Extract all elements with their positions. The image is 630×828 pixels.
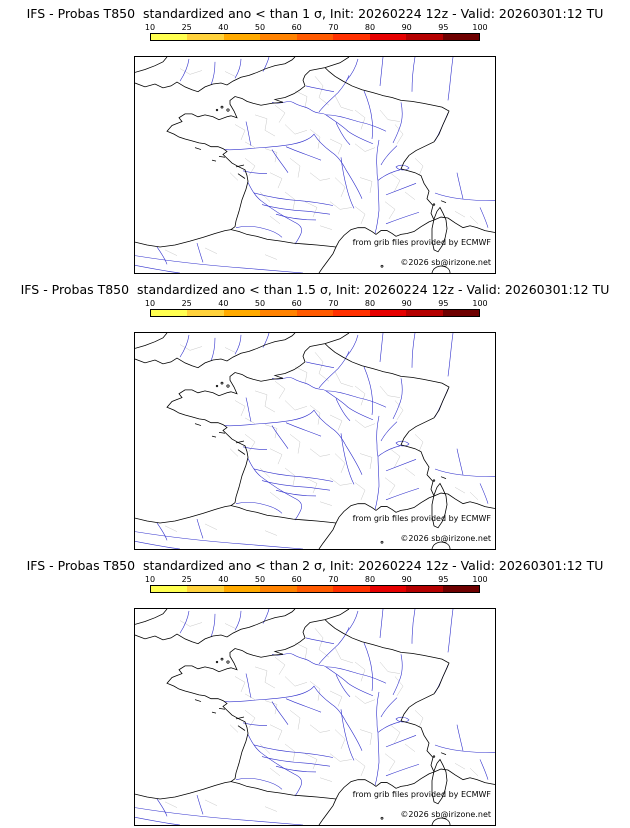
colorbar-tick-label: 90 bbox=[401, 575, 412, 584]
colorbar-segment bbox=[296, 310, 334, 316]
colorbar-segment bbox=[260, 34, 297, 40]
colorbar-tick-label: 60 bbox=[291, 299, 302, 308]
panel-title: IFS - Probas T850 standardized ano < tha… bbox=[26, 558, 604, 573]
colorbar-segment bbox=[223, 310, 261, 316]
colorbar-segment bbox=[406, 310, 443, 316]
colorbar-segment bbox=[223, 586, 261, 592]
colorbar-tick-label: 100 bbox=[472, 23, 488, 32]
colorbar-segment bbox=[151, 586, 188, 592]
colorbar-segment bbox=[406, 34, 443, 40]
colorbar: 10 25 40 50 60 70 80 90 95 100 bbox=[145, 299, 488, 317]
map-frame: from grib files provided by ECMWF ©2026 … bbox=[134, 56, 496, 274]
colorbar-segment bbox=[187, 34, 224, 40]
colorbar-segment bbox=[260, 586, 297, 592]
colorbar-tick-label: 10 bbox=[144, 299, 156, 308]
colorbar-tick-label: 100 bbox=[472, 299, 488, 308]
colorbar-tick-label: 10 bbox=[144, 23, 156, 32]
colorbar-segment bbox=[369, 310, 407, 316]
colorbar-tick-label: 40 bbox=[218, 23, 229, 32]
colorbar-tick-label: 90 bbox=[401, 299, 412, 308]
colorbar-segments bbox=[150, 33, 480, 41]
colorbar-tick-label: 100 bbox=[472, 575, 488, 584]
colorbar-segment bbox=[296, 586, 334, 592]
colorbar-tick-label: 70 bbox=[328, 575, 339, 584]
colorbar-tick-label: 95 bbox=[438, 23, 449, 32]
colorbar-tick-label: 60 bbox=[291, 575, 302, 584]
colorbar-tick-label: 60 bbox=[291, 23, 302, 32]
panel-title: IFS - Probas T850 standardized ano < tha… bbox=[20, 282, 610, 297]
ecmwf-credit: from grib files provided by ECMWF bbox=[352, 238, 491, 247]
colorbar-segments bbox=[150, 309, 480, 317]
colorbar-segment bbox=[260, 310, 297, 316]
colorbar-segment bbox=[223, 34, 261, 40]
colorbar-tick-label: 50 bbox=[254, 299, 266, 308]
colorbar-segment bbox=[369, 586, 407, 592]
colorbar: 10 25 40 50 60 70 80 90 95 100 bbox=[145, 23, 488, 41]
colorbar-tick-label: 80 bbox=[364, 299, 376, 308]
colorbar-segments bbox=[150, 585, 480, 593]
colorbar-labels: 10 25 40 50 60 70 80 90 95 100 bbox=[145, 23, 488, 33]
colorbar-segment bbox=[369, 34, 407, 40]
copyright-credit: ©2026 sb@irizone.net bbox=[400, 258, 491, 267]
colorbar-tick-label: 80 bbox=[364, 23, 376, 32]
colorbar-tick-label: 25 bbox=[181, 575, 192, 584]
ecmwf-credit: from grib files provided by ECMWF bbox=[352, 514, 491, 523]
panel-title: IFS - Probas T850 standardized ano < tha… bbox=[26, 6, 604, 21]
colorbar-segment bbox=[151, 34, 188, 40]
colorbar-tick-label: 25 bbox=[181, 299, 192, 308]
copyright-credit: ©2026 sb@irizone.net bbox=[400, 810, 491, 819]
colorbar-tick-label: 95 bbox=[438, 299, 449, 308]
copyright-credit: ©2026 sb@irizone.net bbox=[400, 534, 491, 543]
map-frame: from grib files provided by ECMWF ©2026 … bbox=[134, 608, 496, 826]
colorbar-segment bbox=[333, 310, 370, 316]
colorbar-segment bbox=[333, 586, 370, 592]
colorbar-segment bbox=[442, 586, 479, 592]
colorbar-tick-label: 40 bbox=[218, 299, 229, 308]
forecast-panel-2: IFS - Probas T850 standardized ano < tha… bbox=[0, 276, 630, 552]
colorbar: 10 25 40 50 60 70 80 90 95 100 bbox=[145, 575, 488, 593]
colorbar-tick-label: 50 bbox=[254, 575, 266, 584]
colorbar-tick-label: 50 bbox=[254, 23, 266, 32]
colorbar-segment bbox=[442, 34, 479, 40]
colorbar-tick-label: 70 bbox=[328, 23, 339, 32]
colorbar-segment bbox=[187, 310, 224, 316]
colorbar-segment bbox=[151, 310, 188, 316]
forecast-panel-3: IFS - Probas T850 standardized ano < tha… bbox=[0, 552, 630, 828]
colorbar-tick-label: 90 bbox=[401, 23, 412, 32]
colorbar-segment bbox=[296, 34, 334, 40]
colorbar-tick-label: 95 bbox=[438, 575, 449, 584]
colorbar-tick-label: 10 bbox=[144, 575, 156, 584]
colorbar-segment bbox=[406, 586, 443, 592]
colorbar-tick-label: 80 bbox=[364, 575, 376, 584]
colorbar-tick-label: 25 bbox=[181, 23, 192, 32]
colorbar-tick-label: 70 bbox=[328, 299, 339, 308]
colorbar-segment bbox=[187, 586, 224, 592]
colorbar-tick-label: 40 bbox=[218, 575, 229, 584]
colorbar-segment bbox=[442, 310, 479, 316]
map-frame: from grib files provided by ECMWF ©2026 … bbox=[134, 332, 496, 550]
forecast-panel-1: IFS - Probas T850 standardized ano < tha… bbox=[0, 0, 630, 276]
colorbar-labels: 10 25 40 50 60 70 80 90 95 100 bbox=[145, 299, 488, 309]
colorbar-labels: 10 25 40 50 60 70 80 90 95 100 bbox=[145, 575, 488, 585]
colorbar-segment bbox=[333, 34, 370, 40]
ecmwf-credit: from grib files provided by ECMWF bbox=[352, 790, 491, 799]
